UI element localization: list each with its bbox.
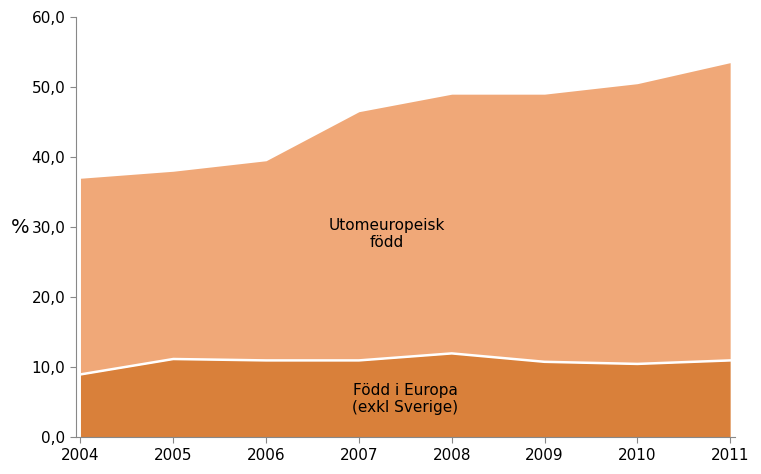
Text: Född i Europa
(exkl Sverige): Född i Europa (exkl Sverige) bbox=[352, 383, 458, 415]
Y-axis label: %: % bbox=[11, 218, 30, 237]
Text: Utomeuropeisk
född: Utomeuropeisk född bbox=[329, 218, 445, 250]
